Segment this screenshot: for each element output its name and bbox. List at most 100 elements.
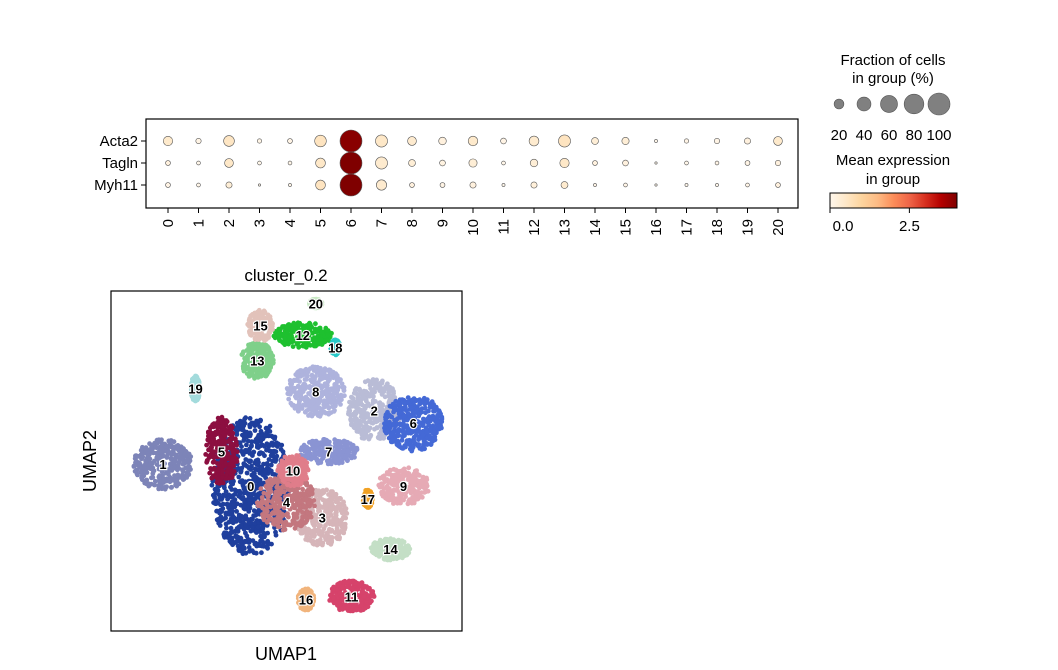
umap-point <box>260 513 266 519</box>
umap-point <box>325 328 330 333</box>
dot-myh11-11 <box>501 183 506 187</box>
umap-point <box>409 446 415 452</box>
umap-point <box>218 502 224 508</box>
dot-tagln-9 <box>439 159 446 167</box>
umap-point <box>300 486 305 492</box>
dot-tagln-2 <box>224 158 234 168</box>
umap-point <box>221 532 227 537</box>
umap-point <box>361 589 366 595</box>
umap-point <box>300 530 305 536</box>
umap-point <box>235 534 241 540</box>
umap-point <box>415 443 421 449</box>
umap-point <box>311 447 317 452</box>
colorbar-ticks: 0.0 2.5 <box>829 208 920 235</box>
dot-tagln-11 <box>501 160 506 166</box>
umap-point <box>321 370 326 376</box>
size-legend-title: Fraction of cells in group (%) <box>840 52 945 87</box>
umap-point <box>341 503 347 509</box>
dot-tagln-19 <box>744 160 751 166</box>
umap-point <box>361 593 367 599</box>
umap-point <box>269 452 275 458</box>
umap-point <box>135 472 140 478</box>
umap-point <box>299 445 305 450</box>
umap-point <box>424 481 429 487</box>
umap-point <box>313 491 319 497</box>
umap-point <box>212 501 218 506</box>
umap-point <box>152 443 158 448</box>
x-tick-label-1: 1 <box>191 219 208 227</box>
umap-point <box>329 538 335 544</box>
dot-acta2-16 <box>654 139 658 143</box>
umap-point <box>254 422 259 427</box>
umap-point <box>248 431 253 437</box>
umap-point <box>251 521 257 526</box>
umap-point <box>243 530 248 536</box>
umap-point <box>225 502 231 507</box>
umap-point <box>328 505 333 510</box>
umap-point <box>352 417 358 422</box>
umap-point <box>258 464 264 470</box>
umap-point <box>250 525 255 530</box>
x-tick-label-11: 11 <box>496 219 513 235</box>
umap-point <box>263 373 268 379</box>
umap-point <box>336 531 342 536</box>
umap-point <box>404 408 409 414</box>
umap-point <box>411 439 417 445</box>
umap-point <box>352 454 357 460</box>
umap-point <box>242 503 247 509</box>
umap-point <box>169 484 175 490</box>
umap-point <box>333 519 339 524</box>
umap-point <box>320 540 326 546</box>
x-tick-label-3: 3 <box>252 219 269 227</box>
x-tick-label-2: 2 <box>221 219 238 227</box>
umap-point <box>224 525 229 531</box>
umap-point <box>255 443 260 449</box>
size-legend-dot-20 <box>833 98 845 110</box>
umap-point <box>216 467 221 473</box>
umap-point <box>377 548 383 553</box>
dot-tagln-18 <box>714 160 720 166</box>
umap-point <box>230 449 236 455</box>
umap-point <box>395 416 400 422</box>
umap-point <box>220 439 225 444</box>
umap-point <box>308 534 314 540</box>
umap-point <box>138 447 144 453</box>
umap-point <box>272 510 277 516</box>
umap-point <box>271 448 277 454</box>
umap-point <box>257 418 263 424</box>
umap-point <box>390 492 396 497</box>
umap-point <box>242 416 248 422</box>
dot-acta2-7 <box>375 134 388 148</box>
umap-point <box>351 390 357 396</box>
umap-point <box>266 359 271 364</box>
umap-point <box>348 441 353 447</box>
umap-point <box>260 347 266 353</box>
umap-point <box>428 427 433 432</box>
color-legend-title: Mean expression in group <box>836 152 950 188</box>
umap-point <box>158 445 164 451</box>
umap-point <box>137 465 143 470</box>
umap-point <box>395 500 400 506</box>
umap-point <box>317 446 322 451</box>
umap-point <box>268 476 273 482</box>
x-tick-label-0: 0 <box>160 219 177 227</box>
umap-point <box>292 513 298 518</box>
umap-point <box>176 466 182 471</box>
umap-point <box>168 444 174 450</box>
umap-point <box>243 523 248 528</box>
umap-point <box>384 486 390 492</box>
umap-point <box>420 432 426 438</box>
x-tick-label-12: 12 <box>526 219 543 236</box>
umap-point <box>160 453 166 459</box>
umap-point <box>296 344 302 350</box>
umap-point <box>361 418 367 424</box>
umap-point <box>237 488 243 494</box>
umap-point <box>270 471 275 477</box>
umap-point <box>389 388 395 394</box>
dot-myh11-15 <box>623 182 628 188</box>
umap-point <box>266 368 271 374</box>
dot-tagln-20 <box>775 160 781 166</box>
dot-tagln-0 <box>165 160 171 166</box>
umap-point <box>263 342 269 348</box>
umap-point <box>306 391 311 396</box>
